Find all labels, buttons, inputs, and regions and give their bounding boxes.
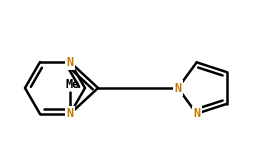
Text: N: N [193,107,200,120]
Text: N: N [67,56,74,68]
Text: N: N [174,82,182,95]
Text: N: N [67,107,74,120]
Text: Me: Me [66,78,80,91]
